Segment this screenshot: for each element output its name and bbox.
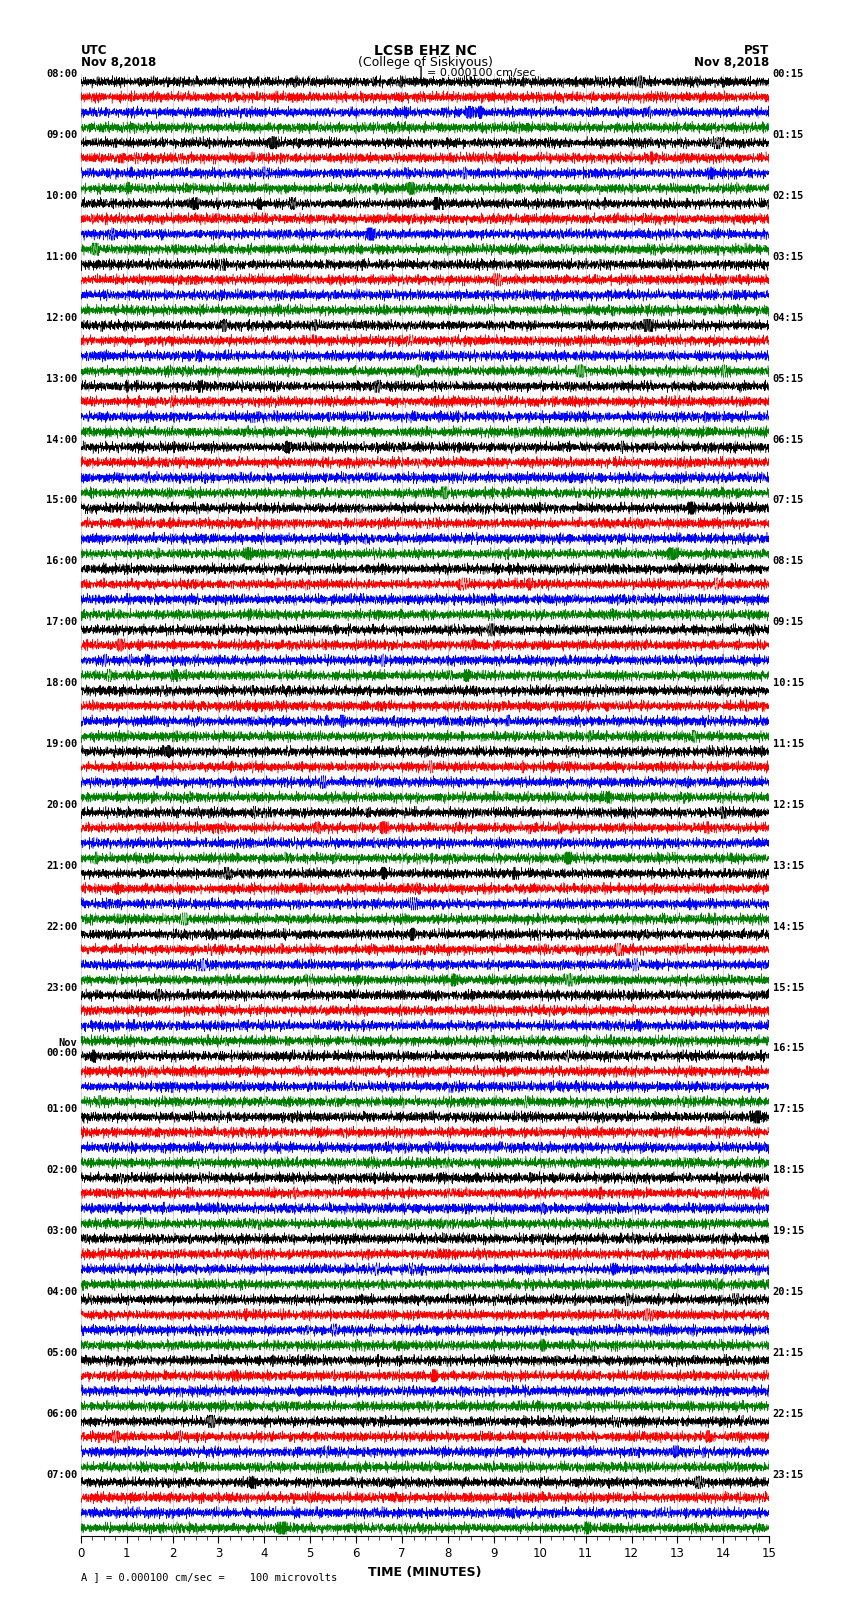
Text: 13:00: 13:00 xyxy=(46,374,77,384)
Text: 04:00: 04:00 xyxy=(46,1287,77,1297)
Text: 03:00: 03:00 xyxy=(46,1226,77,1236)
Text: UTC: UTC xyxy=(81,44,107,58)
Text: 21:00: 21:00 xyxy=(46,861,77,871)
Text: 16:00: 16:00 xyxy=(46,556,77,566)
Text: 22:15: 22:15 xyxy=(773,1408,804,1419)
Text: ]: ] xyxy=(415,66,424,81)
Text: 12:15: 12:15 xyxy=(773,800,804,810)
Text: 00:15: 00:15 xyxy=(773,69,804,79)
Text: 19:00: 19:00 xyxy=(46,739,77,748)
Text: 03:15: 03:15 xyxy=(773,252,804,261)
Text: 06:15: 06:15 xyxy=(773,434,804,445)
X-axis label: TIME (MINUTES): TIME (MINUTES) xyxy=(368,1566,482,1579)
Text: 23:00: 23:00 xyxy=(46,982,77,992)
Text: A ] = 0.000100 cm/sec =    100 microvolts: A ] = 0.000100 cm/sec = 100 microvolts xyxy=(81,1573,337,1582)
Text: 18:00: 18:00 xyxy=(46,677,77,689)
Text: 01:00: 01:00 xyxy=(46,1105,77,1115)
Text: 14:15: 14:15 xyxy=(773,921,804,932)
Text: 13:15: 13:15 xyxy=(773,861,804,871)
Text: Nov: Nov xyxy=(59,1039,77,1048)
Text: 08:15: 08:15 xyxy=(773,556,804,566)
Text: LCSB EHZ NC: LCSB EHZ NC xyxy=(373,44,477,58)
Text: 16:15: 16:15 xyxy=(773,1044,804,1053)
Text: (College of Siskiyous): (College of Siskiyous) xyxy=(358,55,492,69)
Text: 15:00: 15:00 xyxy=(46,495,77,505)
Text: 06:00: 06:00 xyxy=(46,1408,77,1419)
Text: 01:15: 01:15 xyxy=(773,131,804,140)
Text: 12:00: 12:00 xyxy=(46,313,77,323)
Text: 23:15: 23:15 xyxy=(773,1469,804,1479)
Text: 11:15: 11:15 xyxy=(773,739,804,748)
Text: 02:00: 02:00 xyxy=(46,1165,77,1176)
Text: 10:00: 10:00 xyxy=(46,190,77,202)
Text: 20:15: 20:15 xyxy=(773,1287,804,1297)
Text: PST: PST xyxy=(744,44,769,58)
Text: = 0.000100 cm/sec: = 0.000100 cm/sec xyxy=(427,68,536,79)
Text: 17:00: 17:00 xyxy=(46,618,77,627)
Text: 07:00: 07:00 xyxy=(46,1469,77,1479)
Text: 05:15: 05:15 xyxy=(773,374,804,384)
Text: 09:15: 09:15 xyxy=(773,618,804,627)
Text: 08:00: 08:00 xyxy=(46,69,77,79)
Text: 07:15: 07:15 xyxy=(773,495,804,505)
Text: 05:00: 05:00 xyxy=(46,1348,77,1358)
Text: 19:15: 19:15 xyxy=(773,1226,804,1236)
Text: 22:00: 22:00 xyxy=(46,921,77,932)
Text: 11:00: 11:00 xyxy=(46,252,77,261)
Text: 18:15: 18:15 xyxy=(773,1165,804,1176)
Text: 14:00: 14:00 xyxy=(46,434,77,445)
Text: 10:15: 10:15 xyxy=(773,677,804,689)
Text: 17:15: 17:15 xyxy=(773,1105,804,1115)
Text: 02:15: 02:15 xyxy=(773,190,804,202)
Text: 00:00: 00:00 xyxy=(46,1048,77,1058)
Text: 20:00: 20:00 xyxy=(46,800,77,810)
Text: 15:15: 15:15 xyxy=(773,982,804,992)
Text: 04:15: 04:15 xyxy=(773,313,804,323)
Text: 21:15: 21:15 xyxy=(773,1348,804,1358)
Text: Nov 8,2018: Nov 8,2018 xyxy=(81,55,156,69)
Text: Nov 8,2018: Nov 8,2018 xyxy=(694,55,769,69)
Text: 09:00: 09:00 xyxy=(46,131,77,140)
